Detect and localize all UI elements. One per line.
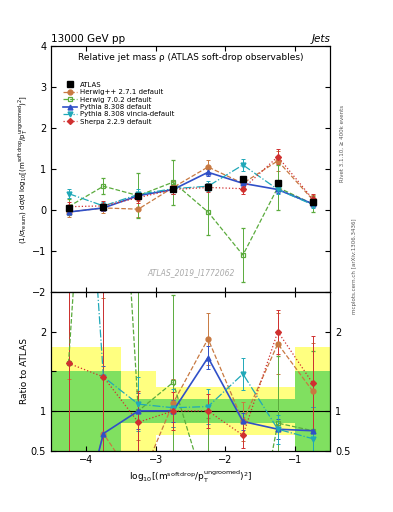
Text: Relative jet mass ρ (ATLAS soft-drop observables): Relative jet mass ρ (ATLAS soft-drop obs…: [78, 53, 303, 62]
Text: mcplots.cern.ch [arXiv:1306.3436]: mcplots.cern.ch [arXiv:1306.3436]: [352, 219, 357, 314]
Legend: ATLAS, Herwig++ 2.7.1 default, Herwig 7.0.2 default, Pythia 8.308 default, Pythi: ATLAS, Herwig++ 2.7.1 default, Herwig 7.…: [60, 79, 177, 127]
Text: Rivet 3.1.10, ≥ 400k events: Rivet 3.1.10, ≥ 400k events: [340, 105, 345, 182]
Y-axis label: Ratio to ATLAS: Ratio to ATLAS: [20, 338, 29, 404]
Text: Jets: Jets: [311, 33, 330, 44]
Text: 13000 GeV pp: 13000 GeV pp: [51, 33, 125, 44]
Y-axis label: $(1/\sigma_{\rm resum})$ d$\sigma$/d log$_{10}$[(m$^{\rm soft\,drop}$/p$_T^{\rm : $(1/\sigma_{\rm resum})$ d$\sigma$/d log…: [17, 95, 31, 244]
X-axis label: log$_{10}$[(m$^{\rm soft\,drop}$/p$_\mathrm{T}^{\rm ungroomed}$)$^2$]: log$_{10}$[(m$^{\rm soft\,drop}$/p$_\mat…: [129, 468, 252, 484]
Text: ATLAS_2019_I1772062: ATLAS_2019_I1772062: [147, 268, 234, 277]
